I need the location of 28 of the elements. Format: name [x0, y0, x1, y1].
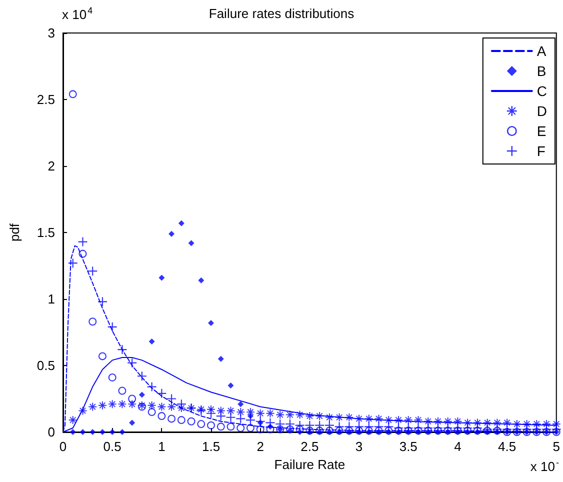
legend-label: B: [536, 63, 546, 79]
legend-label: D: [536, 103, 548, 119]
y-tick-label: 3: [48, 26, 55, 40]
x-tick-label: 1: [158, 439, 166, 454]
x-tick-label: 3.5: [399, 439, 418, 454]
text: x 10-: [530, 458, 560, 474]
legend-label: F: [536, 143, 546, 159]
x-tick-label: 4: [454, 439, 462, 454]
y-tick-label: 0: [48, 424, 55, 440]
x-tick-label: 0: [59, 439, 67, 454]
legend-label: A: [536, 43, 547, 59]
legend-label: C: [536, 83, 548, 99]
x-tick-label: 4.5: [498, 439, 516, 454]
x-tick-label: 3: [355, 439, 363, 454]
y-tick-label: 2: [48, 158, 55, 174]
chart-title: Failure rates distributions: [208, 6, 355, 21]
y-tick-label: 1.5: [36, 225, 55, 240]
y-axis-title: pdf: [7, 223, 22, 242]
y-tick-label: 0.5: [36, 358, 55, 373]
x-tick-label: 2: [256, 439, 264, 454]
y-tick-label: 1: [48, 292, 55, 306]
x-axis-title: Failure Rate: [274, 456, 346, 472]
y-tick-label: 2.5: [36, 92, 55, 107]
x-tick-label: 1.5: [202, 439, 220, 454]
legend-label: E: [536, 123, 546, 139]
x-tick-label: 0.5: [103, 439, 122, 454]
x-tick-label: 5: [552, 439, 560, 454]
x-tick-label: 2.5: [300, 439, 319, 454]
